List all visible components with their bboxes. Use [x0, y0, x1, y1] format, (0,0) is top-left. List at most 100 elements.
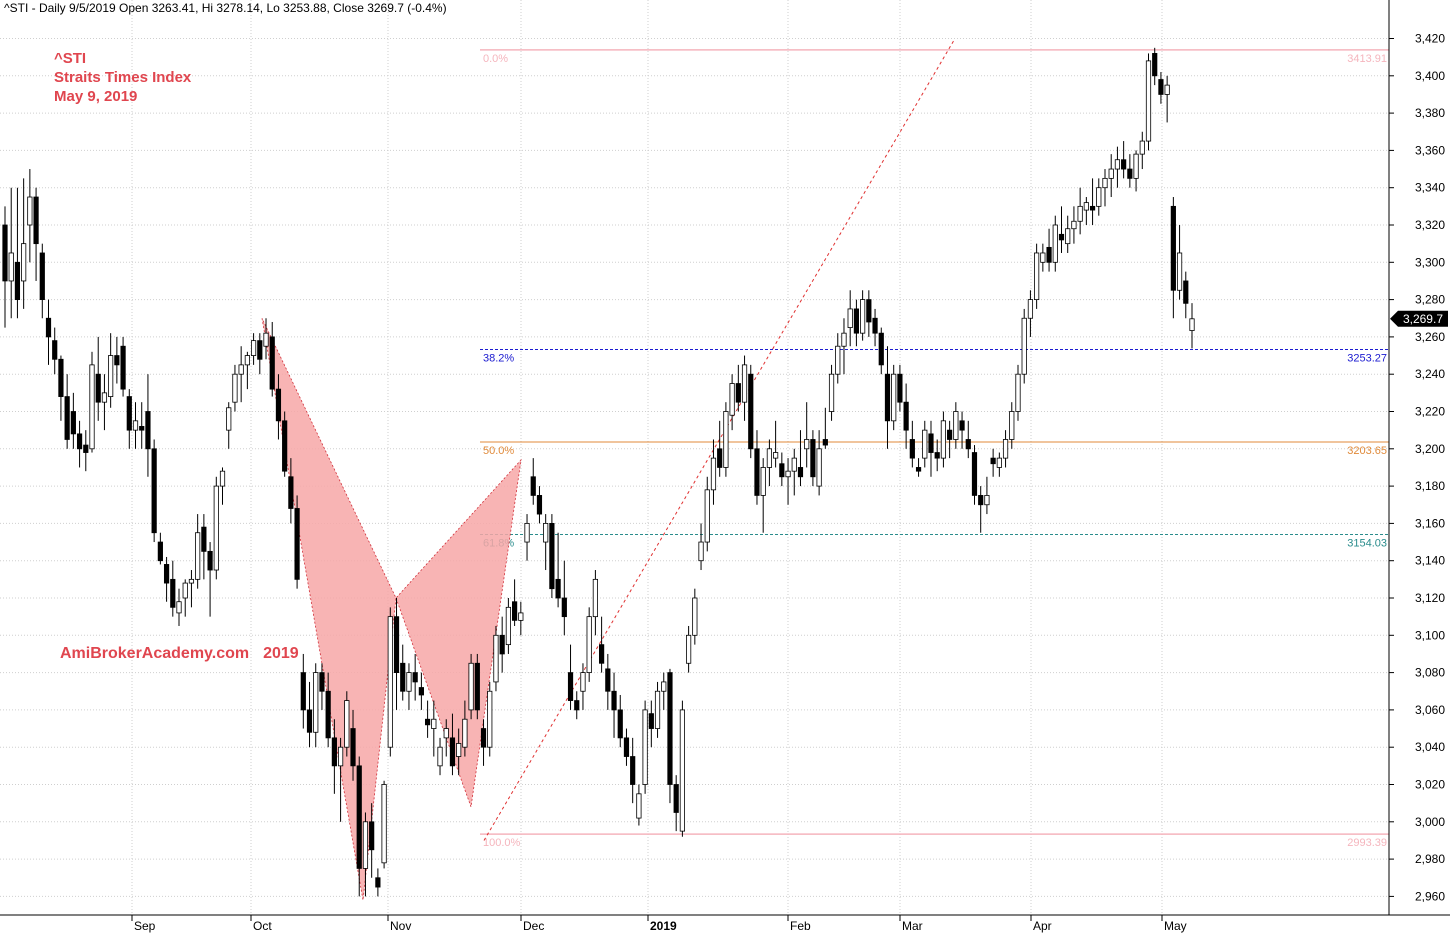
candle-body-down [39, 252, 45, 301]
candle-body-down [400, 662, 406, 692]
candle [1127, 154, 1133, 188]
candle [698, 523, 704, 571]
candle-body-up [835, 345, 841, 375]
candle [1183, 271, 1189, 319]
candle-body-up [244, 355, 250, 366]
candle [1121, 141, 1127, 179]
candle-body-down [878, 332, 884, 366]
candle [157, 532, 163, 565]
candle-body-up [437, 746, 443, 767]
candle [288, 458, 294, 524]
candle [64, 374, 70, 449]
y-tick-label: 3,060 [1415, 703, 1445, 717]
candle-body-up [456, 743, 462, 757]
candle [561, 560, 567, 636]
candle [325, 672, 331, 748]
candle [797, 430, 804, 487]
candle-body-down [201, 526, 207, 552]
candle-body-down [866, 299, 872, 323]
candle-body-down [748, 373, 754, 450]
candle [847, 290, 853, 347]
candle [1096, 178, 1102, 216]
candle [617, 694, 623, 748]
candle [679, 700, 685, 837]
candle-body-up [741, 364, 748, 403]
candle [95, 336, 101, 421]
candle-body-down [549, 523, 555, 590]
candle [1114, 146, 1121, 188]
dotted-trend-line [483, 38, 956, 841]
fib-value-label: 2993.39 [1347, 837, 1387, 849]
candle [8, 187, 14, 319]
candle-body-up [791, 457, 797, 472]
candle [686, 625, 692, 673]
candle [176, 588, 182, 626]
y-tick-label: 3,120 [1415, 591, 1445, 605]
candle [1133, 150, 1139, 192]
candle-body-up [1139, 140, 1145, 155]
candle-body-down [139, 426, 145, 431]
candle [58, 355, 64, 421]
y-tick-label: 2,960 [1415, 889, 1445, 903]
candle [543, 514, 549, 571]
candle-body-down [269, 336, 275, 390]
fib-percent-label: 38.2% [483, 352, 514, 364]
candle [418, 672, 424, 710]
fib-value-label: 3253.27 [1347, 352, 1387, 364]
candle [1002, 430, 1009, 468]
candle [201, 514, 207, 580]
candle-body-up [1009, 411, 1015, 440]
candle [748, 364, 754, 459]
candle [623, 728, 630, 766]
candle [269, 321, 275, 397]
candle [940, 411, 947, 468]
candle-body-up [686, 634, 692, 664]
candle [263, 318, 269, 360]
candle-body-up [213, 485, 219, 571]
candle [406, 663, 412, 710]
candle [443, 719, 449, 757]
candle [300, 653, 306, 729]
candle-body-up [679, 709, 685, 832]
candle-body-up [1114, 159, 1121, 170]
candle [114, 336, 120, 384]
candle [661, 672, 667, 710]
harmonic-pattern [261, 318, 522, 901]
candle-body-up [804, 439, 810, 450]
candle-body-up [101, 392, 108, 403]
candle [567, 644, 574, 710]
y-tick-label: 3,100 [1415, 628, 1445, 642]
candle [810, 430, 816, 487]
fib-percent-label: 100.0% [483, 837, 521, 849]
candle-body-down [300, 672, 306, 711]
candle [1034, 243, 1040, 309]
candle [996, 452, 1002, 477]
candle [884, 346, 891, 449]
candle [1089, 178, 1096, 225]
candle [915, 458, 922, 477]
candlestick-series [2, 47, 1195, 897]
y-tick-label: 3,080 [1415, 666, 1445, 680]
candle-body-up [188, 578, 195, 584]
candle [487, 681, 493, 757]
candle [524, 514, 530, 561]
candle-body-up [219, 470, 226, 487]
candle-body-down [959, 420, 965, 431]
candle-body-up [860, 299, 866, 334]
candle [313, 663, 319, 748]
y-tick-label: 3,400 [1415, 69, 1445, 83]
candle-body-up [1015, 373, 1021, 412]
candle [468, 653, 474, 720]
candle-body-down [915, 467, 922, 472]
candle [39, 243, 45, 319]
candle-body-down [163, 564, 170, 584]
candle [860, 290, 866, 341]
candle [872, 308, 878, 347]
candle [723, 402, 729, 477]
x-tick-label: Feb [790, 919, 811, 933]
candle [891, 364, 897, 431]
candle [512, 579, 518, 626]
candle [356, 756, 362, 897]
watermark-year: 2019 [263, 645, 299, 662]
